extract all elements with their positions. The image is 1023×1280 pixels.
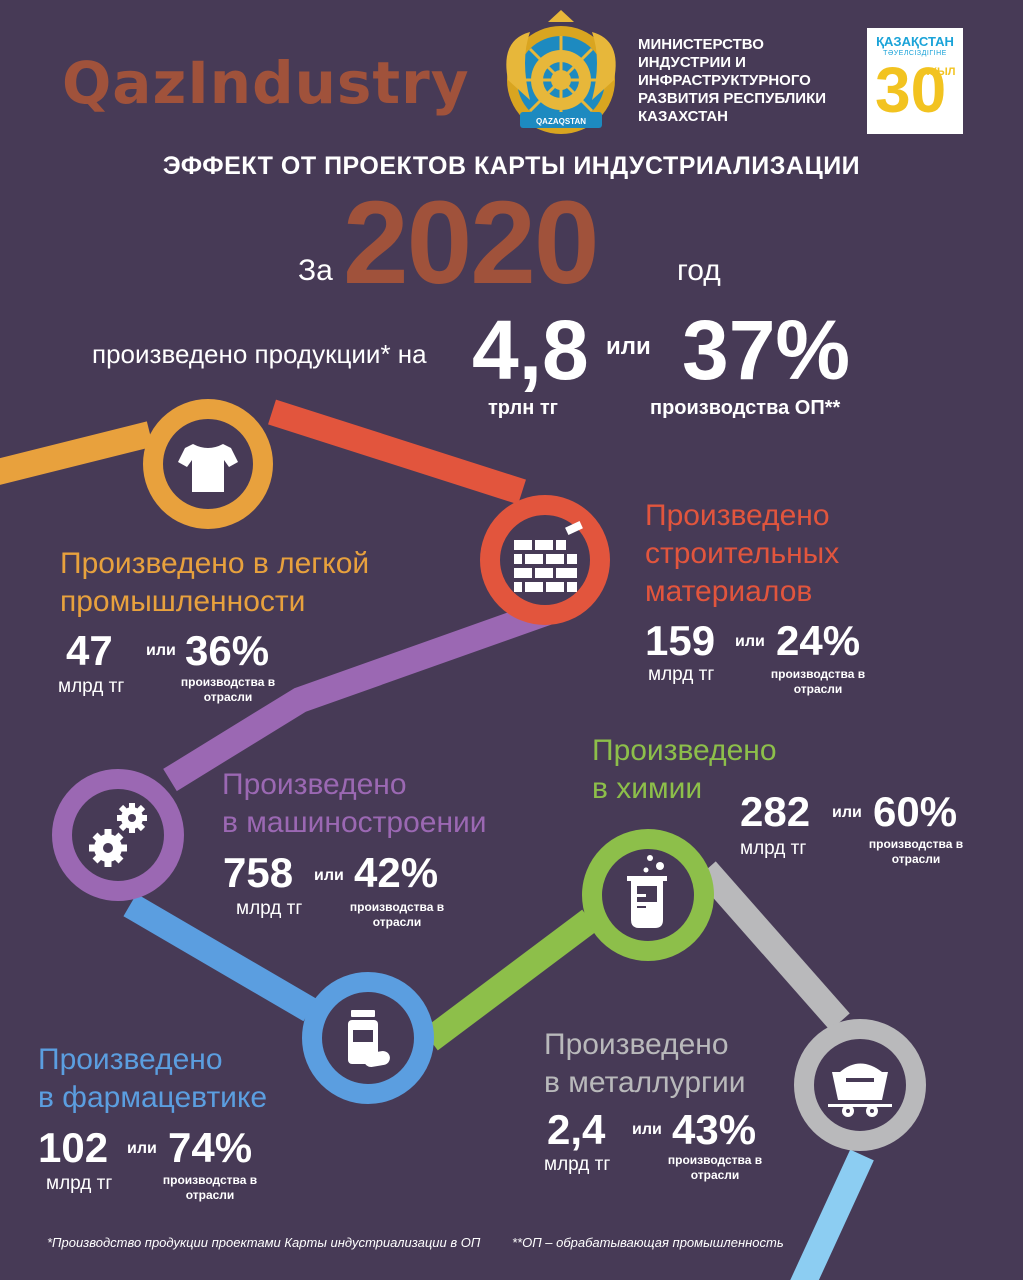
chemistry-title-line1: Произведено bbox=[592, 734, 777, 767]
footnote-2: **ОП – обрабатывающая промышленность bbox=[512, 1235, 784, 1250]
path-segment-machinery bbox=[163, 599, 553, 792]
light-industry-share-label: производства в отрасли bbox=[168, 675, 288, 705]
light-industry-share-line2: отрасли bbox=[203, 690, 253, 704]
jubilee-country: ҚАЗАҚСТАН bbox=[876, 34, 954, 49]
qazindustry-logo: QazIndustry bbox=[62, 49, 470, 117]
brick-wall-icon bbox=[514, 520, 583, 592]
path-segment-metallurgy bbox=[696, 861, 850, 1031]
path-segment-chemistry bbox=[422, 909, 598, 1051]
machinery-connector: или bbox=[314, 867, 344, 884]
metallurgy-title: Произведено в металлургии bbox=[544, 1026, 746, 1102]
construction-unit: млрд тг bbox=[648, 664, 715, 685]
light-industry-share: 36% bbox=[185, 627, 270, 674]
construction-share-line1: производства в bbox=[770, 667, 866, 681]
construction-circle bbox=[480, 495, 610, 625]
construction-share: 24% bbox=[776, 617, 861, 664]
construction-title-line3: материалов bbox=[645, 575, 813, 608]
period-year: 2020 bbox=[343, 177, 600, 309]
jubilee-word: ЖЫЛ bbox=[927, 66, 956, 78]
light-industry-unit: млрд тг bbox=[58, 676, 125, 697]
machinery-value: 758 bbox=[223, 849, 294, 896]
path-segment-exit bbox=[790, 1149, 874, 1280]
machinery-share: 42% bbox=[354, 849, 439, 896]
page-title: ЭФФЕКТ ОТ ПРОЕКТОВ КАРТЫ ИНДУСТРИАЛИЗАЦИ… bbox=[162, 152, 861, 180]
total-share: 37% bbox=[682, 303, 851, 397]
pharma-connector: или bbox=[127, 1140, 157, 1157]
total-value: 4,8 bbox=[472, 303, 589, 397]
metallurgy-value: 2,4 bbox=[547, 1106, 606, 1153]
path-segment-light bbox=[0, 421, 154, 485]
construction-title-line2: строительных bbox=[645, 537, 840, 570]
emblem-ribbon-text: QAZAQSTAN bbox=[536, 117, 586, 126]
chemistry-title-line2: в химии bbox=[592, 772, 703, 805]
pharma-share-line2: отрасли bbox=[185, 1188, 235, 1202]
total-share-label: производства ОП** bbox=[650, 397, 841, 419]
light-industry-connector: или bbox=[146, 642, 176, 659]
construction-value: 159 bbox=[645, 617, 716, 664]
period-suffix: год bbox=[677, 254, 721, 287]
ministry-name: МИНИСТЕРСТВО ИНДУСТРИИ И ИНФРАСТРУКТУРНО… bbox=[638, 36, 827, 125]
tshirt-icon bbox=[178, 444, 238, 492]
machinery-title: Произведено в машиностроении bbox=[222, 766, 487, 842]
construction-title: Произведено строительных материалов bbox=[645, 497, 839, 611]
machinery-share-label: производства в отрасли bbox=[337, 900, 457, 930]
metallurgy-title-line2: в металлургии bbox=[544, 1066, 746, 1099]
pharma-title-line2: в фармацевтике bbox=[38, 1081, 268, 1114]
chemistry-share-line2: отрасли bbox=[891, 852, 941, 866]
pharma-share: 74% bbox=[168, 1124, 253, 1171]
machinery-share-line2: отрасли bbox=[372, 915, 422, 929]
pharma-value: 102 bbox=[38, 1124, 109, 1171]
chemistry-share-line1: производства в bbox=[868, 837, 964, 851]
independence-30-badge: ҚАЗАҚСТАН ТӘУЕЛСІЗДІГІНЕ 30 ЖЫЛ bbox=[867, 28, 963, 134]
machinery-title-line1: Произведено bbox=[222, 768, 407, 801]
construction-title-line1: Произведено bbox=[645, 499, 830, 532]
metallurgy-share-label: производства в отрасли bbox=[655, 1153, 775, 1183]
chemistry-value: 282 bbox=[740, 788, 811, 835]
path-segment-construction bbox=[268, 399, 526, 505]
path-segment-pharma bbox=[123, 893, 317, 1022]
mine-cart-icon bbox=[828, 1063, 892, 1117]
pills-icon bbox=[348, 1010, 390, 1068]
machinery-share-line1: производства в bbox=[349, 900, 445, 914]
pharma-title: Произведено в фармацевтике bbox=[38, 1041, 267, 1117]
footnote-1: *Производство продукции проектами Карты … bbox=[47, 1235, 481, 1250]
metallurgy-title-line1: Произведено bbox=[544, 1028, 729, 1061]
total-connector: или bbox=[606, 333, 651, 360]
light-industry-title-line2: промышленности bbox=[60, 585, 306, 618]
beaker-icon bbox=[627, 855, 667, 928]
chemistry-unit: млрд тг bbox=[740, 838, 807, 859]
gears-icon bbox=[89, 803, 147, 867]
state-emblem-icon bbox=[506, 10, 616, 134]
metallurgy-share-line2: отрасли bbox=[690, 1168, 740, 1182]
period-prefix: За bbox=[298, 254, 333, 287]
pharma-unit: млрд тг bbox=[46, 1173, 113, 1194]
pharma-share-line1: производства в bbox=[162, 1173, 258, 1187]
pharma-share-label: производства в отрасли bbox=[150, 1173, 270, 1203]
metallurgy-share-line1: производства в bbox=[667, 1153, 763, 1167]
metallurgy-unit: млрд тг bbox=[544, 1154, 611, 1175]
total-label: произведено продукции* на bbox=[92, 339, 427, 369]
chemistry-connector: или bbox=[832, 804, 862, 821]
construction-connector: или bbox=[735, 633, 765, 650]
total-unit: трлн тг bbox=[488, 397, 558, 419]
metallurgy-connector: или bbox=[632, 1121, 662, 1138]
chemistry-share-label: производства в отрасли bbox=[856, 837, 976, 867]
chemistry-title: Произведено в химии bbox=[592, 732, 777, 808]
construction-share-label: производства в отрасли bbox=[758, 667, 878, 697]
jubilee-subtitle: ТӘУЕЛСІЗДІГІНЕ bbox=[883, 50, 947, 57]
light-industry-title: Произведено в легкой промышленности bbox=[60, 545, 369, 621]
metallurgy-share: 43% bbox=[672, 1106, 757, 1153]
construction-share-line2: отрасли bbox=[793, 682, 843, 696]
machinery-unit: млрд тг bbox=[236, 898, 303, 919]
jubilee-number: 30 bbox=[875, 54, 947, 126]
light-industry-share-line1: производства в bbox=[180, 675, 276, 689]
light-industry-value: 47 bbox=[66, 627, 113, 674]
pharma-title-line1: Произведено bbox=[38, 1043, 223, 1076]
machinery-title-line2: в машиностроении bbox=[222, 806, 487, 839]
light-industry-title-line1: Произведено в легкой bbox=[60, 547, 370, 580]
chemistry-share: 60% bbox=[873, 788, 958, 835]
